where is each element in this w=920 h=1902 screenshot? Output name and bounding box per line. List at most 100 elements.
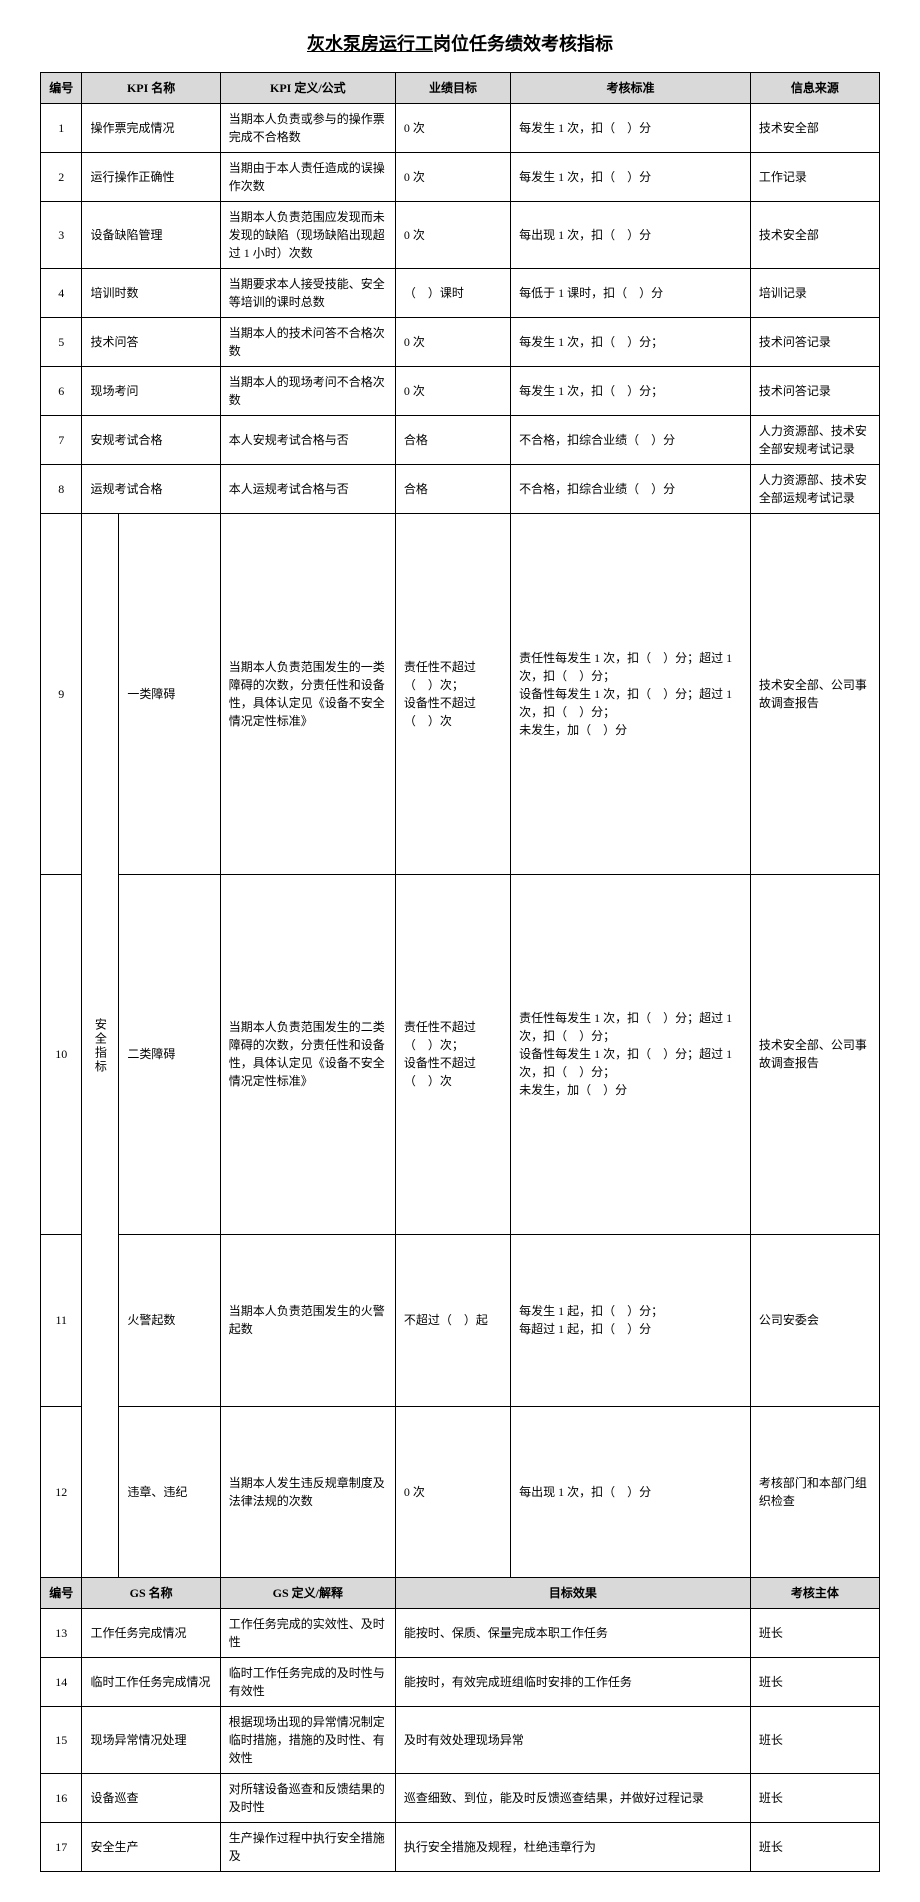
cell-def: 生产操作过程中执行安全措施及	[220, 1823, 395, 1872]
cell-num: 13	[41, 1609, 82, 1658]
cell-effect: 及时有效处理现场异常	[395, 1707, 750, 1774]
cell-name: 一类障碍	[119, 514, 220, 875]
cell-std: 每发生 1 次，扣（ ）分	[511, 104, 751, 153]
cell-std: 责任性每发生 1 次，扣（ ）分；超过 1 次，扣（ ）分；设备性每发生 1 次…	[511, 514, 751, 875]
table-row: 14临时工作任务完成情况临时工作任务完成的及时性与有效性能按时，有效完成班组临时…	[41, 1658, 880, 1707]
cell-def: 临时工作任务完成的及时性与有效性	[220, 1658, 395, 1707]
cell-def: 当期本人发生违反规章制度及法律法规的次数	[220, 1406, 395, 1578]
cell-name: 临时工作任务完成情况	[82, 1658, 220, 1707]
cell-src: 技术安全部	[750, 202, 879, 269]
cell-num: 4	[41, 269, 82, 318]
table-row: 11 火警起数当期本人负责范围发生的火警起数不超过（ ）起每发生 1 起，扣（ ）…	[41, 1235, 880, 1407]
cell-target: 0 次	[395, 104, 510, 153]
cell-name: 安规考试合格	[82, 416, 220, 465]
header-num: 编号	[41, 73, 82, 104]
cell-target: 不超过（ ）起	[395, 1235, 510, 1407]
cell-std: 每出现 1 次，扣（ ）分	[511, 1406, 751, 1578]
cell-target: 0 次	[395, 318, 510, 367]
table-row: 1操作票完成情况当期本人负责或参与的操作票完成不合格数0 次每发生 1 次，扣（…	[41, 104, 880, 153]
cell-num: 3	[41, 202, 82, 269]
cell-target: （ ）课时	[395, 269, 510, 318]
assessment-table: 编号 KPI 名称 KPI 定义/公式 业绩目标 考核标准 信息来源 1操作票完…	[40, 72, 880, 1872]
cell-std: 每发生 1 起，扣（ ）分；每超过 1 起，扣（ ）分	[511, 1235, 751, 1407]
cell-subject: 班长	[750, 1658, 879, 1707]
cell-src: 人力资源部、技术安全部安规考试记录	[750, 416, 879, 465]
cell-effect: 执行安全措施及规程，杜绝违章行为	[395, 1823, 750, 1872]
cell-name: 操作票完成情况	[82, 104, 220, 153]
header-name: KPI 名称	[82, 73, 220, 104]
title-underline: 灰水泵房运行工	[307, 34, 433, 54]
header-row-gs: 编号 GS 名称 GS 定义/解释 目标效果 考核主体	[41, 1578, 880, 1609]
cell-def: 工作任务完成的实效性、及时性	[220, 1609, 395, 1658]
cell-std: 每发生 1 次，扣（ ）分；	[511, 367, 751, 416]
header-std: 考核标准	[511, 73, 751, 104]
cell-num: 8	[41, 465, 82, 514]
cell-def: 本人安规考试合格与否	[220, 416, 395, 465]
table-row: 8运规考试合格本人运规考试合格与否合格不合格，扣综合业绩（ ）分人力资源部、技术…	[41, 465, 880, 514]
cell-name: 火警起数	[119, 1235, 220, 1407]
cell-target: 0 次	[395, 1406, 510, 1578]
table-row: 10二类障碍当期本人负责范围发生的二类障碍的次数，分责任性和设备性，具体认定见《…	[41, 874, 880, 1235]
header-def: KPI 定义/公式	[220, 73, 395, 104]
cell-std: 不合格，扣综合业绩（ ）分	[511, 416, 751, 465]
cell-def: 对所辖设备巡查和反馈结果的及时性	[220, 1774, 395, 1823]
table-row: 4培训时数当期要求本人接受技能、安全等培训的课时总数（ ）课时每低于 1 课时，…	[41, 269, 880, 318]
table-row: 16设备巡查对所辖设备巡查和反馈结果的及时性巡查细致、到位，能及时反馈巡查结果，…	[41, 1774, 880, 1823]
cell-src: 技术安全部	[750, 104, 879, 153]
cell-src: 公司安委会	[750, 1235, 879, 1407]
table-row: 2运行操作正确性当期由于本人责任造成的误操作次数0 次每发生 1 次，扣（ ）分…	[41, 153, 880, 202]
cell-src: 考核部门和本部门组织检查	[750, 1406, 879, 1578]
cell-name: 二类障碍	[119, 874, 220, 1235]
cell-target: 0 次	[395, 367, 510, 416]
cell-name: 安全生产	[82, 1823, 220, 1872]
header-row-kpi: 编号 KPI 名称 KPI 定义/公式 业绩目标 考核标准 信息来源	[41, 73, 880, 104]
cell-def: 本人运规考试合格与否	[220, 465, 395, 514]
cell-target: 合格	[395, 416, 510, 465]
header-gs-effect: 目标效果	[395, 1578, 750, 1609]
cell-def: 当期本人的现场考问不合格次数	[220, 367, 395, 416]
cell-def: 当期要求本人接受技能、安全等培训的课时总数	[220, 269, 395, 318]
table-row: 17安全生产生产操作过程中执行安全措施及执行安全措施及规程，杜绝违章行为班长	[41, 1823, 880, 1872]
table-row: 15现场异常情况处理根据现场出现的异常情况制定临时措施，措施的及时性、有效性及时…	[41, 1707, 880, 1774]
cell-name: 工作任务完成情况	[82, 1609, 220, 1658]
cell-name: 设备缺陷管理	[82, 202, 220, 269]
cell-num: 15	[41, 1707, 82, 1774]
cell-name: 违章、违纪	[119, 1406, 220, 1578]
cell-std: 每发生 1 次，扣（ ）分；	[511, 318, 751, 367]
cell-name: 运规考试合格	[82, 465, 220, 514]
table-row: 6现场考问当期本人的现场考问不合格次数0 次每发生 1 次，扣（ ）分；技术问答…	[41, 367, 880, 416]
cell-src: 人力资源部、技术安全部运规考试记录	[750, 465, 879, 514]
cell-num: 17	[41, 1823, 82, 1872]
cell-std: 每发生 1 次，扣（ ）分	[511, 153, 751, 202]
cell-num: 14	[41, 1658, 82, 1707]
header-gs-name: GS 名称	[82, 1578, 220, 1609]
header-gs-subject: 考核主体	[750, 1578, 879, 1609]
cell-num: 1	[41, 104, 82, 153]
cell-num: 5	[41, 318, 82, 367]
cell-def: 当期本人负责范围发生的火警起数	[220, 1235, 395, 1407]
cell-src: 技术安全部、公司事故调查报告	[750, 514, 879, 875]
cell-std: 责任性每发生 1 次，扣（ ）分；超过 1 次，扣（ ）分；设备性每发生 1 次…	[511, 874, 751, 1235]
cell-effect: 能按时，有效完成班组临时安排的工作任务	[395, 1658, 750, 1707]
table-row: 3设备缺陷管理当期本人负责范围应发现而未发现的缺陷（现场缺陷出现超过 1 小时）…	[41, 202, 880, 269]
cell-num: 16	[41, 1774, 82, 1823]
table-row: 7安规考试合格本人安规考试合格与否合格不合格，扣综合业绩（ ）分人力资源部、技术…	[41, 416, 880, 465]
cell-num: 12	[41, 1406, 82, 1578]
cell-target: 合格	[395, 465, 510, 514]
cell-src: 工作记录	[750, 153, 879, 202]
cell-src: 技术问答记录	[750, 318, 879, 367]
cell-def: 当期本人负责范围发生的二类障碍的次数，分责任性和设备性，具体认定见《设备不安全情…	[220, 874, 395, 1235]
cell-num: 6	[41, 367, 82, 416]
cell-def: 当期本人负责范围应发现而未发现的缺陷（现场缺陷出现超过 1 小时）次数	[220, 202, 395, 269]
cell-subject: 班长	[750, 1774, 879, 1823]
cell-num: 7	[41, 416, 82, 465]
cell-def: 当期本人负责或参与的操作票完成不合格数	[220, 104, 395, 153]
table-row: 12 违章、违纪当期本人发生违反规章制度及法律法规的次数0 次每出现 1 次，扣（…	[41, 1406, 880, 1578]
cell-def: 当期本人负责范围发生的一类障碍的次数，分责任性和设备性，具体认定见《设备不安全情…	[220, 514, 395, 875]
cell-def: 当期由于本人责任造成的误操作次数	[220, 153, 395, 202]
header-src: 信息来源	[750, 73, 879, 104]
cell-subject: 班长	[750, 1823, 879, 1872]
cell-effect: 巡查细致、到位，能及时反馈巡查结果，并做好过程记录	[395, 1774, 750, 1823]
cell-num: 11	[41, 1235, 82, 1407]
cell-def: 根据现场出现的异常情况制定临时措施，措施的及时性、有效性	[220, 1707, 395, 1774]
